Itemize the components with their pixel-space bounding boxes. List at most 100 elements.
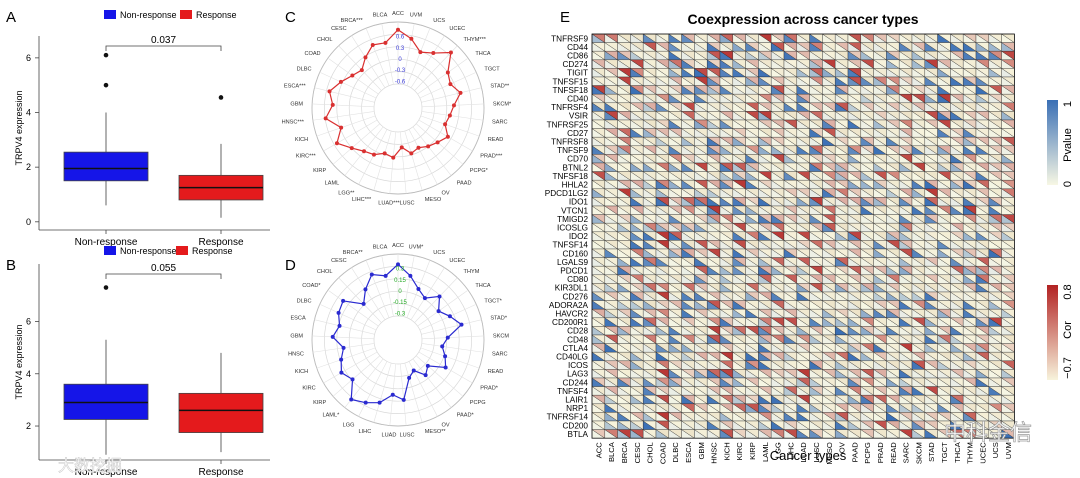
- outlier-point: [103, 52, 109, 58]
- heatmap-row-label: IDO2: [569, 232, 589, 241]
- radar-point: [390, 392, 395, 397]
- radar-point: [362, 149, 367, 154]
- heatmap-row-label: CD244: [563, 378, 589, 387]
- radar-point: [349, 397, 354, 402]
- radar-point: [363, 55, 368, 60]
- radar-point: [396, 262, 400, 267]
- radar-point: [425, 363, 430, 368]
- radar-spoke: [408, 129, 438, 185]
- heatmap-row-label: BTNL2: [563, 163, 589, 172]
- heatmap-row-label: TNFSF14: [553, 241, 589, 250]
- radar-point: [359, 68, 364, 73]
- radar-point: [370, 42, 375, 47]
- radar-point: [334, 141, 339, 146]
- radar-category-label: PAAD*: [457, 413, 475, 419]
- radar-point: [451, 103, 456, 108]
- outlier-point: [103, 285, 109, 290]
- radar-spoke: [358, 129, 388, 185]
- radar-category-label: MESO: [425, 197, 442, 203]
- radar-spoke: [404, 362, 423, 423]
- radar-category-label: THCA: [475, 51, 490, 57]
- radar-category-label: LUAD***: [378, 201, 400, 207]
- radar-point: [440, 344, 445, 349]
- heatmap-col-label: TGCT: [940, 442, 949, 463]
- radar-category-label: UCS: [433, 250, 445, 256]
- radar-spoke: [421, 319, 482, 335]
- radar-spoke: [312, 111, 375, 121]
- heatmap-col-label: COAD: [658, 442, 667, 464]
- radar-point: [338, 79, 343, 84]
- watermark-right: 中科金信: [944, 420, 1032, 445]
- radar-spoke: [314, 87, 375, 103]
- radar-category-label: TGCT*: [484, 299, 502, 305]
- radar-point: [437, 294, 442, 299]
- heatmap-col-label: BRCA: [620, 441, 629, 463]
- radar-category-label: LIHC: [358, 429, 371, 435]
- radar-spoke: [381, 23, 394, 85]
- heatmap-row-label: CD80: [567, 275, 588, 284]
- y-tick-label: 6: [26, 316, 31, 326]
- pvalue-colorbar-max: 1: [1062, 101, 1074, 107]
- radar-category-label: STAD**: [490, 84, 510, 90]
- radar-spoke: [421, 87, 482, 103]
- panel-d-radar: ACC UVM* UCS UCEC THYM THCA TGCT* STAD* SKCM SARC…: [288, 243, 509, 439]
- radar-spoke: [323, 119, 378, 152]
- radar-spoke: [418, 119, 473, 152]
- radar-category-label: KIRC***: [296, 154, 317, 160]
- panel-letter-c: C: [285, 9, 296, 26]
- radar-point: [330, 102, 335, 107]
- watermark-left: 大数挖掘: [58, 457, 122, 475]
- heatmap-col-label: ACC: [594, 442, 603, 459]
- heatmap-frame: [591, 33, 1015, 439]
- radar-category-label: KIRP: [313, 400, 326, 406]
- radar-point: [339, 370, 344, 375]
- heatmap-row-label: IDO1: [569, 198, 589, 207]
- radar-spoke: [415, 123, 464, 165]
- significance-bracket: [105, 273, 222, 279]
- heatmap-col-label: LGG: [774, 442, 783, 458]
- cor-colorbar-max: 0.8: [1062, 284, 1074, 299]
- y-tick-label: 6: [26, 53, 31, 63]
- radar-point: [447, 113, 452, 118]
- radar-category-label: GBM: [290, 101, 303, 107]
- heatmap-row-label: TNFRSF4: [551, 103, 588, 112]
- radar-spoke: [420, 347, 480, 369]
- radar-ring: [373, 83, 423, 133]
- radar-point: [369, 272, 374, 277]
- radar-spoke: [373, 362, 392, 423]
- pvalue-colorbar: [1047, 100, 1058, 185]
- radar-category-label: SKCM: [493, 333, 510, 339]
- radar-category-label: LAML*: [322, 413, 340, 419]
- heatmap-row-label: CD160: [563, 249, 589, 258]
- panel-b-boxplot: TRPV4 expression Non-response Response 2…: [14, 246, 270, 478]
- panel-a-legend-swatch-nonresponse: [104, 10, 116, 19]
- heatmap-col-label: UCS: [991, 442, 1000, 458]
- heatmap-col-label: ESCA: [684, 441, 693, 463]
- radar-spoke: [414, 277, 458, 323]
- radar-category-label: BLCA: [373, 13, 388, 19]
- radar-category-label: READ: [488, 137, 504, 143]
- radar-spoke: [351, 267, 386, 320]
- radar-spoke: [421, 111, 484, 121]
- radar-category-label: KICH: [295, 137, 308, 143]
- radar-category-label: UCS: [433, 18, 445, 24]
- y-tick-label: 2: [26, 162, 31, 172]
- radar-spoke: [421, 343, 484, 353]
- radar-spoke: [399, 131, 407, 194]
- radar-category-label: UCEC: [449, 258, 465, 264]
- radar-category-label: LUAD: [382, 433, 397, 439]
- radar-point: [426, 144, 431, 149]
- heatmap-row-label: HAVCR2: [555, 310, 588, 319]
- radar-spoke: [332, 123, 381, 165]
- radar-point: [443, 122, 448, 127]
- x-category-label: Response: [198, 237, 243, 248]
- cor-colorbar-title: Cor: [1062, 321, 1074, 339]
- radar-point: [336, 310, 341, 315]
- radar-point: [396, 27, 400, 32]
- radar-ring-label: 0: [398, 289, 402, 295]
- radar-point: [341, 298, 346, 303]
- radar-category-label: KIRP: [313, 168, 326, 174]
- radar-category-label: BLCA: [373, 245, 388, 251]
- significance-pvalue: 0.037: [151, 35, 176, 46]
- heatmap-col-label: PRAD: [876, 442, 885, 464]
